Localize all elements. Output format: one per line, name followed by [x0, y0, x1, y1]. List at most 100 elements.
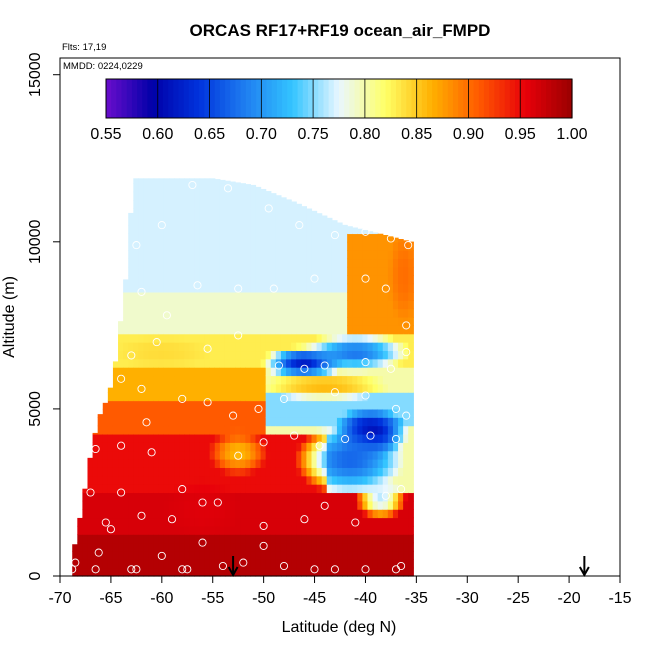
data-point [101, 518, 110, 527]
heatmap-cell [280, 325, 287, 335]
heatmap-cell [128, 367, 134, 377]
heatmap-cell [209, 350, 216, 360]
heatmap-cell [235, 358, 241, 368]
heatmap-cell [291, 459, 297, 468]
heatmap-cell [235, 367, 241, 377]
heatmap-cell [245, 367, 251, 377]
heatmap-cell [387, 283, 394, 293]
heatmap-cell [245, 400, 251, 410]
heatmap-cell [138, 178, 145, 184]
heatmap-cell [367, 350, 374, 360]
data-point [361, 274, 370, 283]
heatmap-cell [326, 275, 333, 285]
heatmap-cell [331, 375, 338, 385]
heatmap-cell [209, 475, 216, 485]
heatmap-cell [163, 291, 170, 301]
heatmap-cell [163, 275, 170, 285]
heatmap-cell [347, 358, 353, 368]
heatmap-cell [392, 509, 399, 519]
heatmap-cell [331, 241, 338, 251]
heatmap-cell [250, 559, 257, 569]
colorbar: 0.55 0.60 0.65 0.70 0.75 0.80 0.85 0.90 0.95 1.00 [90, 78, 588, 143]
heatmap-cell [118, 559, 124, 569]
heatmap-cell [118, 425, 124, 435]
heatmap-cell [326, 325, 333, 335]
heatmap-cell [123, 450, 129, 460]
heatmap-cell [362, 392, 369, 402]
heatmap-cell [311, 258, 318, 268]
heatmap-cell [153, 275, 160, 285]
heatmap-cell [240, 459, 246, 468]
heatmap-cell [382, 450, 389, 460]
heatmap-cell [199, 417, 206, 427]
heatmap-cell [250, 317, 257, 326]
heatmap-cell [286, 417, 292, 427]
heatmap-cell [184, 275, 190, 285]
heatmap-cell [158, 525, 165, 535]
heatmap-cell [118, 433, 124, 443]
heatmap-cell [362, 350, 369, 360]
heatmap-cell [275, 216, 282, 226]
heatmap-cell [280, 291, 287, 301]
heatmap-cell [179, 425, 185, 435]
heatmap-cell [194, 333, 201, 343]
heatmap-cell [377, 342, 384, 352]
heatmap-cell [377, 509, 384, 519]
heatmap-cell [219, 200, 226, 209]
heatmap-cell [102, 433, 109, 443]
heatmap-cell [107, 450, 114, 460]
heatmap-cell [143, 417, 150, 427]
heatmap-cell [265, 525, 272, 535]
heatmap-cell [306, 492, 313, 502]
heatmap-cell [286, 517, 292, 527]
data-point [178, 565, 187, 574]
heatmap-cell [398, 408, 404, 418]
heatmap-cell [118, 450, 124, 460]
heatmap-cell [133, 258, 139, 268]
heatmap-cell [123, 392, 129, 402]
heatmap-cell [143, 484, 150, 494]
heatmap-cell [224, 484, 231, 494]
heatmap-cell [224, 183, 231, 193]
heatmap-cell [143, 442, 150, 452]
heatmap-cell [387, 417, 394, 427]
heatmap-cell [219, 542, 226, 552]
heatmap-cell [92, 550, 99, 560]
heatmap-cell [352, 266, 358, 276]
heatmap-cell [199, 208, 206, 218]
heatmap-cell [342, 241, 348, 251]
heatmap-cell [194, 408, 201, 418]
heatmap-cell [342, 383, 348, 393]
colorbar-segment [137, 79, 143, 118]
heatmap-cell [224, 208, 231, 218]
heatmap-cell [387, 333, 394, 343]
heatmap-cell [174, 392, 180, 402]
heatmap-cell [112, 509, 119, 519]
heatmap-cell [382, 275, 389, 285]
heatmap-cell [321, 350, 328, 360]
data-point [234, 284, 243, 293]
heatmap-cell [357, 525, 363, 535]
heatmap-cell [153, 283, 160, 293]
heatmap-cell [174, 509, 180, 519]
heatmap-cell [296, 317, 302, 326]
heatmap-cell [377, 433, 384, 443]
heatmap-cell [362, 484, 369, 494]
heatmap-cell [184, 484, 190, 494]
heatmap-cell [204, 258, 211, 268]
heatmap-cell [347, 517, 353, 527]
heatmap-cell [133, 425, 139, 435]
heatmap-cell [230, 258, 236, 268]
heatmap-cell [163, 559, 170, 569]
heatmap-cell [382, 325, 389, 335]
heatmap-cell [357, 250, 363, 260]
heatmap-cell [255, 333, 262, 343]
heatmap-cell [224, 375, 231, 385]
heatmap-cell [107, 459, 114, 468]
heatmap-cell [230, 525, 236, 535]
heatmap-cell [168, 509, 175, 519]
heatmap-cell [163, 550, 170, 560]
heatmap-cell [377, 300, 384, 310]
heatmap-cell [321, 459, 328, 468]
heatmap-cell [128, 542, 134, 552]
